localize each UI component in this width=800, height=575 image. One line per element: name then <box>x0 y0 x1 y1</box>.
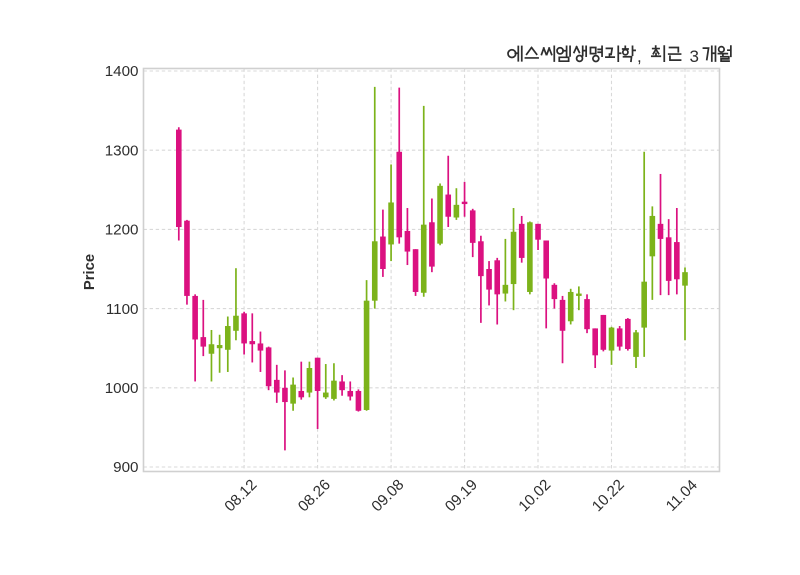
svg-text:1400: 1400 <box>105 63 139 80</box>
svg-text:,: , <box>637 47 642 66</box>
svg-text:1200: 1200 <box>105 222 139 239</box>
svg-text:1300: 1300 <box>105 142 139 159</box>
svg-text:1100: 1100 <box>106 301 139 318</box>
svg-text:1000: 1000 <box>105 380 139 397</box>
svg-text:Price: Price <box>82 254 98 290</box>
svg-text:3: 3 <box>690 47 699 66</box>
svg-text:900: 900 <box>113 459 138 476</box>
